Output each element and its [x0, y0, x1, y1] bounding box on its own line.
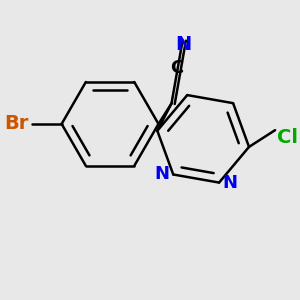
Text: N: N: [176, 35, 192, 55]
Text: Cl: Cl: [277, 128, 298, 147]
Text: Br: Br: [5, 114, 29, 134]
Text: N: N: [154, 166, 169, 184]
Text: N: N: [223, 174, 238, 192]
Text: C: C: [170, 59, 184, 77]
